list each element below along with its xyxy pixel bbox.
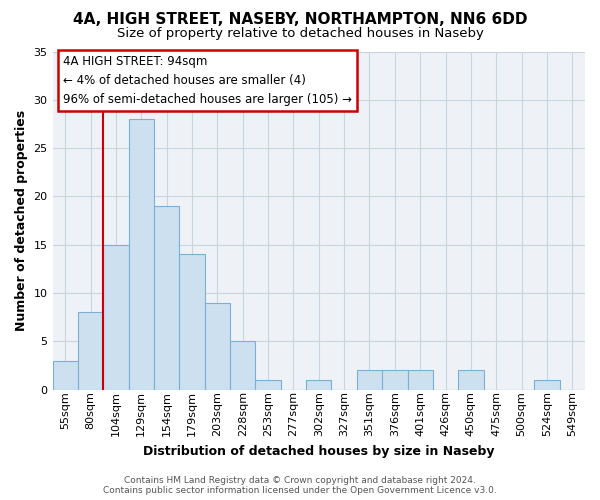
Bar (306, 380, 331, 390)
Bar (230, 342, 256, 390)
Bar (78, 312, 103, 390)
Bar (357, 370, 382, 390)
Bar (154, 206, 179, 390)
Text: Size of property relative to detached houses in Naseby: Size of property relative to detached ho… (116, 28, 484, 40)
Text: Contains HM Land Registry data © Crown copyright and database right 2024.
Contai: Contains HM Land Registry data © Crown c… (103, 476, 497, 495)
Bar (256, 380, 281, 390)
Bar (103, 244, 128, 390)
X-axis label: Distribution of detached houses by size in Naseby: Distribution of detached houses by size … (143, 444, 494, 458)
Bar (179, 254, 205, 390)
Bar (534, 380, 560, 390)
Text: 4A, HIGH STREET, NASEBY, NORTHAMPTON, NN6 6DD: 4A, HIGH STREET, NASEBY, NORTHAMPTON, NN… (73, 12, 527, 28)
Bar (205, 302, 230, 390)
Y-axis label: Number of detached properties: Number of detached properties (15, 110, 28, 331)
Bar (382, 370, 407, 390)
Text: 4A HIGH STREET: 94sqm
← 4% of detached houses are smaller (4)
96% of semi-detach: 4A HIGH STREET: 94sqm ← 4% of detached h… (63, 55, 352, 106)
Bar (458, 370, 484, 390)
Bar (128, 119, 154, 390)
Bar (407, 370, 433, 390)
Bar (53, 360, 78, 390)
